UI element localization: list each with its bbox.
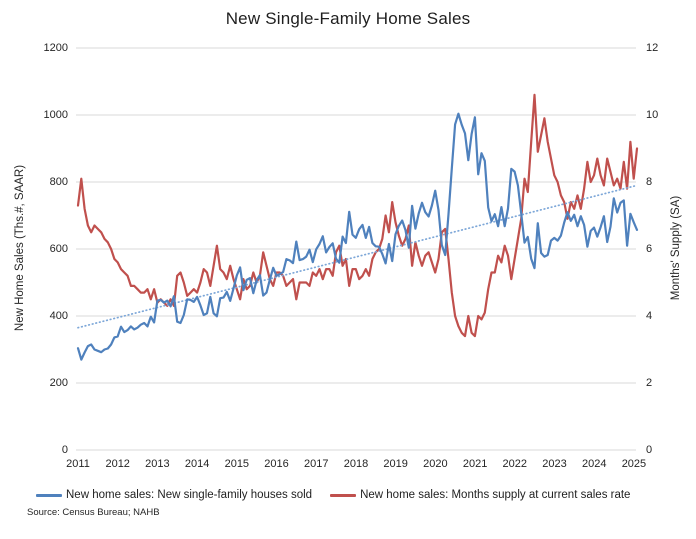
- y-right-tick-6: 6: [646, 242, 653, 255]
- x-tick-2020: 2020: [423, 458, 448, 470]
- y-right-tick-4: 4: [646, 309, 653, 322]
- legend-item-supply: New home sales: Months supply at current…: [330, 489, 630, 501]
- x-tick-2025: 2025: [621, 458, 647, 470]
- x-tick-2013: 2013: [145, 458, 170, 470]
- y-axis-left-title: New Home Sales (Ths.#, SAAR): [14, 164, 26, 332]
- legend-label-sales: New home sales: New single-family houses…: [66, 489, 313, 501]
- y-left-tick-0: 0: [61, 443, 68, 456]
- legend-label-supply: New home sales: Months supply at current…: [360, 489, 631, 501]
- source-note: Source: Census Bureau; NAHB: [27, 507, 160, 518]
- y-right-tick-12: 12: [646, 41, 659, 54]
- x-tick-2012: 2012: [105, 458, 130, 470]
- y-left-tick-800: 800: [49, 175, 68, 188]
- x-tick-2018: 2018: [343, 458, 369, 470]
- x-tick-2017: 2017: [304, 458, 329, 470]
- y-left-tick-1000: 1000: [43, 108, 68, 121]
- y-left-tick-400: 400: [49, 309, 68, 322]
- supply-line-swatch-icon: [330, 493, 357, 497]
- y-right-tick-2: 2: [646, 376, 653, 389]
- x-tick-2015: 2015: [224, 458, 250, 470]
- x-tick-2022: 2022: [502, 458, 528, 470]
- y-left-tick-600: 600: [49, 242, 68, 255]
- x-tick-2014: 2014: [184, 458, 210, 470]
- y-left-tick-1200: 1200: [43, 41, 68, 54]
- x-tick-2023: 2023: [542, 458, 567, 470]
- chart-title: New Single-Family Home Sales: [225, 9, 471, 28]
- x-tick-2021: 2021: [462, 458, 488, 470]
- x-tick-2011: 2011: [66, 458, 90, 470]
- y-left-tick-200: 200: [49, 376, 68, 389]
- legend: New home sales: New single-family houses…: [36, 486, 666, 504]
- sales-line-swatch-icon: [36, 493, 62, 497]
- y-right-tick-0: 0: [646, 443, 653, 456]
- y-right-tick-10: 10: [646, 108, 659, 121]
- x-tick-2016: 2016: [264, 458, 289, 470]
- y-right-tick-8: 8: [646, 175, 653, 188]
- y-axis-right-title: Months' Supply (SA): [670, 195, 682, 301]
- x-tick-2024: 2024: [581, 458, 607, 470]
- x-tick-2019: 2019: [383, 458, 408, 470]
- legend-item-sales: New home sales: New single-family houses…: [36, 489, 312, 501]
